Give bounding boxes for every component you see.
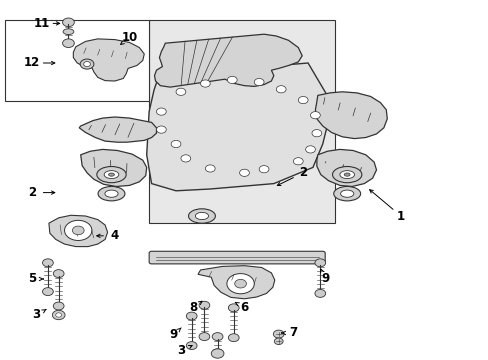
Circle shape (205, 165, 215, 172)
Circle shape (186, 312, 197, 320)
Ellipse shape (195, 212, 208, 220)
Ellipse shape (332, 166, 361, 183)
Polygon shape (154, 34, 302, 87)
Circle shape (80, 59, 94, 69)
Text: 2: 2 (299, 166, 306, 179)
Circle shape (53, 270, 64, 278)
Text: 6: 6 (240, 301, 248, 314)
Polygon shape (198, 266, 274, 299)
Polygon shape (73, 39, 144, 81)
Bar (5, 20, 149, 101)
Circle shape (52, 310, 65, 320)
Circle shape (273, 330, 284, 338)
Polygon shape (316, 149, 376, 186)
Polygon shape (79, 117, 156, 142)
Circle shape (212, 333, 223, 341)
Circle shape (314, 289, 325, 297)
Circle shape (199, 333, 209, 341)
Text: 4: 4 (111, 229, 119, 242)
Circle shape (254, 78, 264, 86)
Circle shape (259, 166, 268, 173)
Circle shape (274, 338, 283, 345)
Circle shape (42, 259, 53, 267)
Text: 3: 3 (33, 309, 41, 321)
Circle shape (53, 302, 64, 310)
Circle shape (62, 18, 74, 27)
Ellipse shape (63, 29, 74, 35)
Circle shape (239, 169, 249, 176)
Ellipse shape (340, 190, 353, 197)
Circle shape (310, 112, 320, 119)
Circle shape (311, 130, 321, 137)
Circle shape (83, 62, 90, 67)
Circle shape (176, 88, 185, 95)
Text: 1: 1 (396, 210, 404, 222)
Circle shape (228, 304, 239, 312)
FancyBboxPatch shape (149, 251, 325, 264)
Text: 11: 11 (33, 17, 50, 30)
Ellipse shape (333, 186, 360, 201)
Ellipse shape (344, 173, 349, 176)
Text: 3: 3 (177, 345, 184, 357)
Circle shape (156, 108, 166, 115)
Circle shape (227, 76, 237, 84)
Text: 7: 7 (289, 327, 297, 339)
Circle shape (293, 158, 303, 165)
Circle shape (200, 80, 210, 87)
Ellipse shape (108, 173, 114, 176)
Ellipse shape (104, 190, 118, 197)
Text: 2: 2 (28, 186, 36, 199)
Bar (149, 20, 334, 223)
Circle shape (186, 342, 197, 350)
Circle shape (62, 39, 74, 48)
Circle shape (314, 259, 325, 267)
Ellipse shape (339, 171, 354, 179)
Ellipse shape (97, 166, 126, 183)
Text: 8: 8 (189, 301, 197, 314)
Text: 9: 9 (169, 328, 177, 341)
Circle shape (212, 349, 223, 357)
Circle shape (56, 313, 61, 317)
Polygon shape (146, 63, 332, 191)
Circle shape (171, 140, 181, 148)
Ellipse shape (98, 186, 125, 201)
Circle shape (181, 155, 190, 162)
Polygon shape (49, 215, 107, 247)
Text: 9: 9 (321, 273, 328, 285)
Circle shape (199, 301, 209, 309)
Circle shape (42, 288, 53, 296)
Circle shape (226, 274, 254, 294)
Ellipse shape (188, 209, 215, 223)
Circle shape (298, 96, 307, 104)
Circle shape (305, 146, 315, 153)
Text: 12: 12 (23, 57, 40, 69)
Circle shape (276, 86, 285, 93)
Circle shape (234, 279, 246, 288)
Ellipse shape (104, 171, 119, 179)
Text: 10: 10 (121, 31, 138, 44)
Polygon shape (315, 92, 386, 139)
Polygon shape (81, 149, 146, 186)
Circle shape (72, 226, 84, 235)
Text: 5: 5 (28, 273, 36, 285)
Circle shape (64, 220, 92, 240)
Circle shape (228, 334, 239, 342)
Circle shape (156, 126, 166, 133)
Circle shape (211, 349, 224, 358)
